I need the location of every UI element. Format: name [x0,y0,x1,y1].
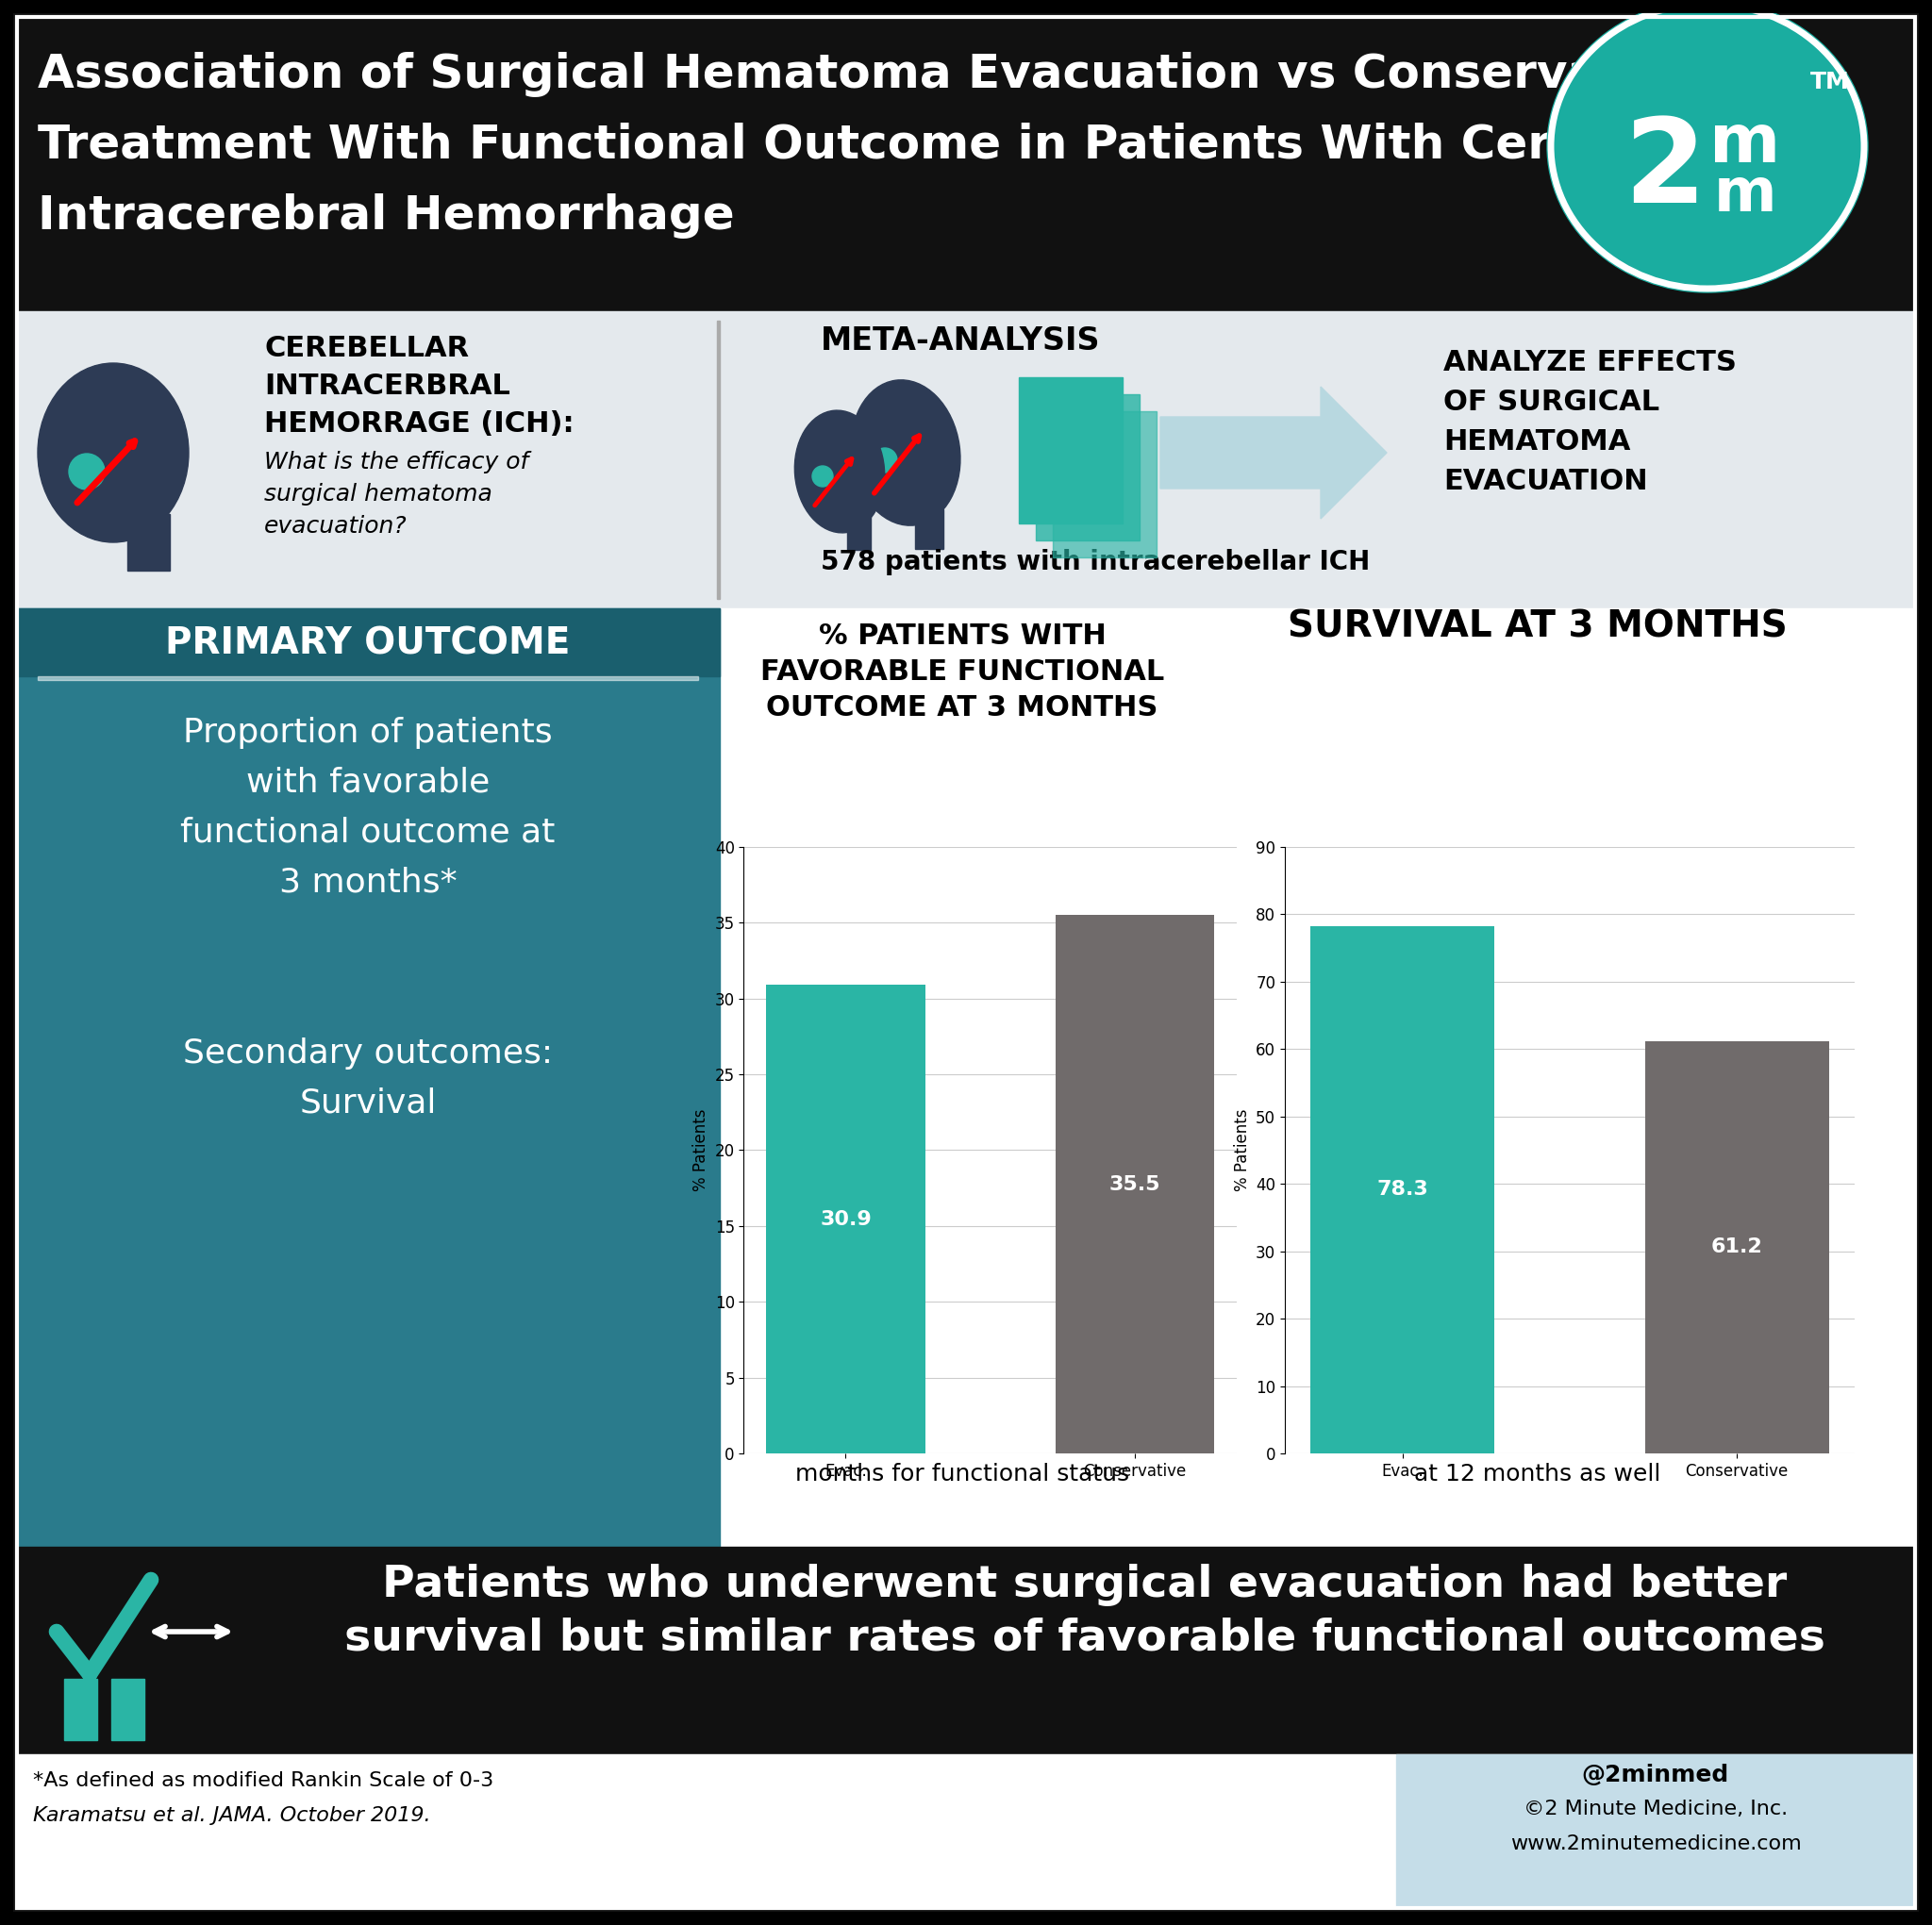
Bar [717,321,721,599]
Text: No significant difference
between groups at 12
months for functional status: No significant difference between groups… [796,1396,1130,1486]
Text: 578 patients with intracerebellar ICH: 578 patients with intracerebellar ICH [821,549,1370,576]
Text: Treatment With Functional Outcome in Patients With Cerebellar: Treatment With Functional Outcome in Pat… [39,123,1737,167]
Text: META-ANALYSIS: META-ANALYSIS [821,325,1101,356]
Text: OF SURGICAL: OF SURGICAL [1443,389,1660,416]
Bar [64,1679,97,1740]
Text: What is the efficacy of: What is the efficacy of [265,450,529,474]
Ellipse shape [1548,0,1868,293]
Bar [1055,914,1213,1453]
Bar [17,312,1915,608]
Text: *As defined as modified Rankin Scale of 0-3: *As defined as modified Rankin Scale of … [33,1771,493,1790]
Text: PRIMARY OUTCOME: PRIMARY OUTCOME [166,626,570,660]
Text: ©2 Minute Medicine, Inc.: ©2 Minute Medicine, Inc. [1524,1800,1787,1819]
Text: Proportion of patients
with favorable
functional outcome at
3 months*: Proportion of patients with favorable fu… [180,716,554,899]
Text: evacuation?: evacuation? [265,516,408,537]
Text: 30.9: 30.9 [819,1209,871,1228]
Ellipse shape [794,410,885,533]
Bar [1644,1041,1830,1453]
Ellipse shape [850,379,960,526]
Bar [1018,377,1122,524]
Text: HEMATOMA: HEMATOMA [1443,427,1631,456]
Bar [0,0,1932,312]
Text: m: m [1714,166,1777,223]
Ellipse shape [70,454,104,489]
Text: surgical hematoma: surgical hematoma [265,483,493,506]
Text: Patients who underwent surgical evacuation had better: Patients who underwent surgical evacuati… [383,1563,1787,1605]
Text: 35.5: 35.5 [1109,1174,1161,1194]
Text: HEMORRAGE (ICH):: HEMORRAGE (ICH): [265,410,574,437]
Bar [1053,412,1157,558]
Ellipse shape [39,364,189,543]
Text: INTRACERBRAL: INTRACERBRAL [265,373,510,400]
Bar [39,676,697,680]
Text: CEREBELLAR: CEREBELLAR [265,335,469,362]
Text: survival but similar rates of favorable functional outcomes: survival but similar rates of favorable … [344,1617,1826,1659]
Text: m: m [1710,112,1781,177]
Polygon shape [1161,387,1387,518]
Text: Surgical group also had
significantly greater survival
at 12 months as well: Surgical group also had significantly gr… [1370,1396,1706,1486]
Y-axis label: % Patients: % Patients [692,1109,709,1192]
Bar [17,1548,1915,1754]
Text: Karamatsu et al. JAMA. October 2019.: Karamatsu et al. JAMA. October 2019. [33,1806,431,1825]
Text: 61.2: 61.2 [1712,1238,1762,1257]
Text: Secondary outcomes:
Survival: Secondary outcomes: Survival [184,1038,553,1120]
Bar [1036,395,1140,541]
Text: ANALYZE EFFECTS: ANALYZE EFFECTS [1443,348,1737,375]
Bar [112,1679,145,1740]
Text: % PATIENTS WITH
FAVORABLE FUNCTIONAL
OUTCOME AT 3 MONTHS: % PATIENTS WITH FAVORABLE FUNCTIONAL OUT… [759,622,1165,722]
Text: Association of Surgical Hematoma Evacuation vs Conservative: Association of Surgical Hematoma Evacuat… [39,52,1700,96]
Text: EVACUATION: EVACUATION [1443,468,1648,495]
Bar [17,608,721,1548]
Y-axis label: % Patients: % Patients [1233,1109,1250,1192]
Bar [17,1754,1915,1908]
Bar [916,510,943,549]
Text: SURVIVAL AT 3 MONTHS: SURVIVAL AT 3 MONTHS [1289,608,1787,645]
Text: 78.3: 78.3 [1378,1180,1428,1199]
Text: @2minmed: @2minmed [1582,1763,1729,1786]
Text: www.2minutemedicine.com: www.2minutemedicine.com [1511,1835,1801,1854]
Text: TM: TM [1810,71,1849,94]
Text: Intracerebral Hemorrhage: Intracerebral Hemorrhage [39,193,734,239]
Bar [17,608,721,676]
Bar [767,986,925,1453]
Text: 2: 2 [1625,114,1706,227]
Bar [846,516,871,551]
Bar [1397,1754,1915,1908]
Ellipse shape [811,466,833,487]
Bar [17,608,1915,1548]
Bar [128,514,170,570]
Ellipse shape [873,449,896,472]
Bar [1310,926,1495,1453]
